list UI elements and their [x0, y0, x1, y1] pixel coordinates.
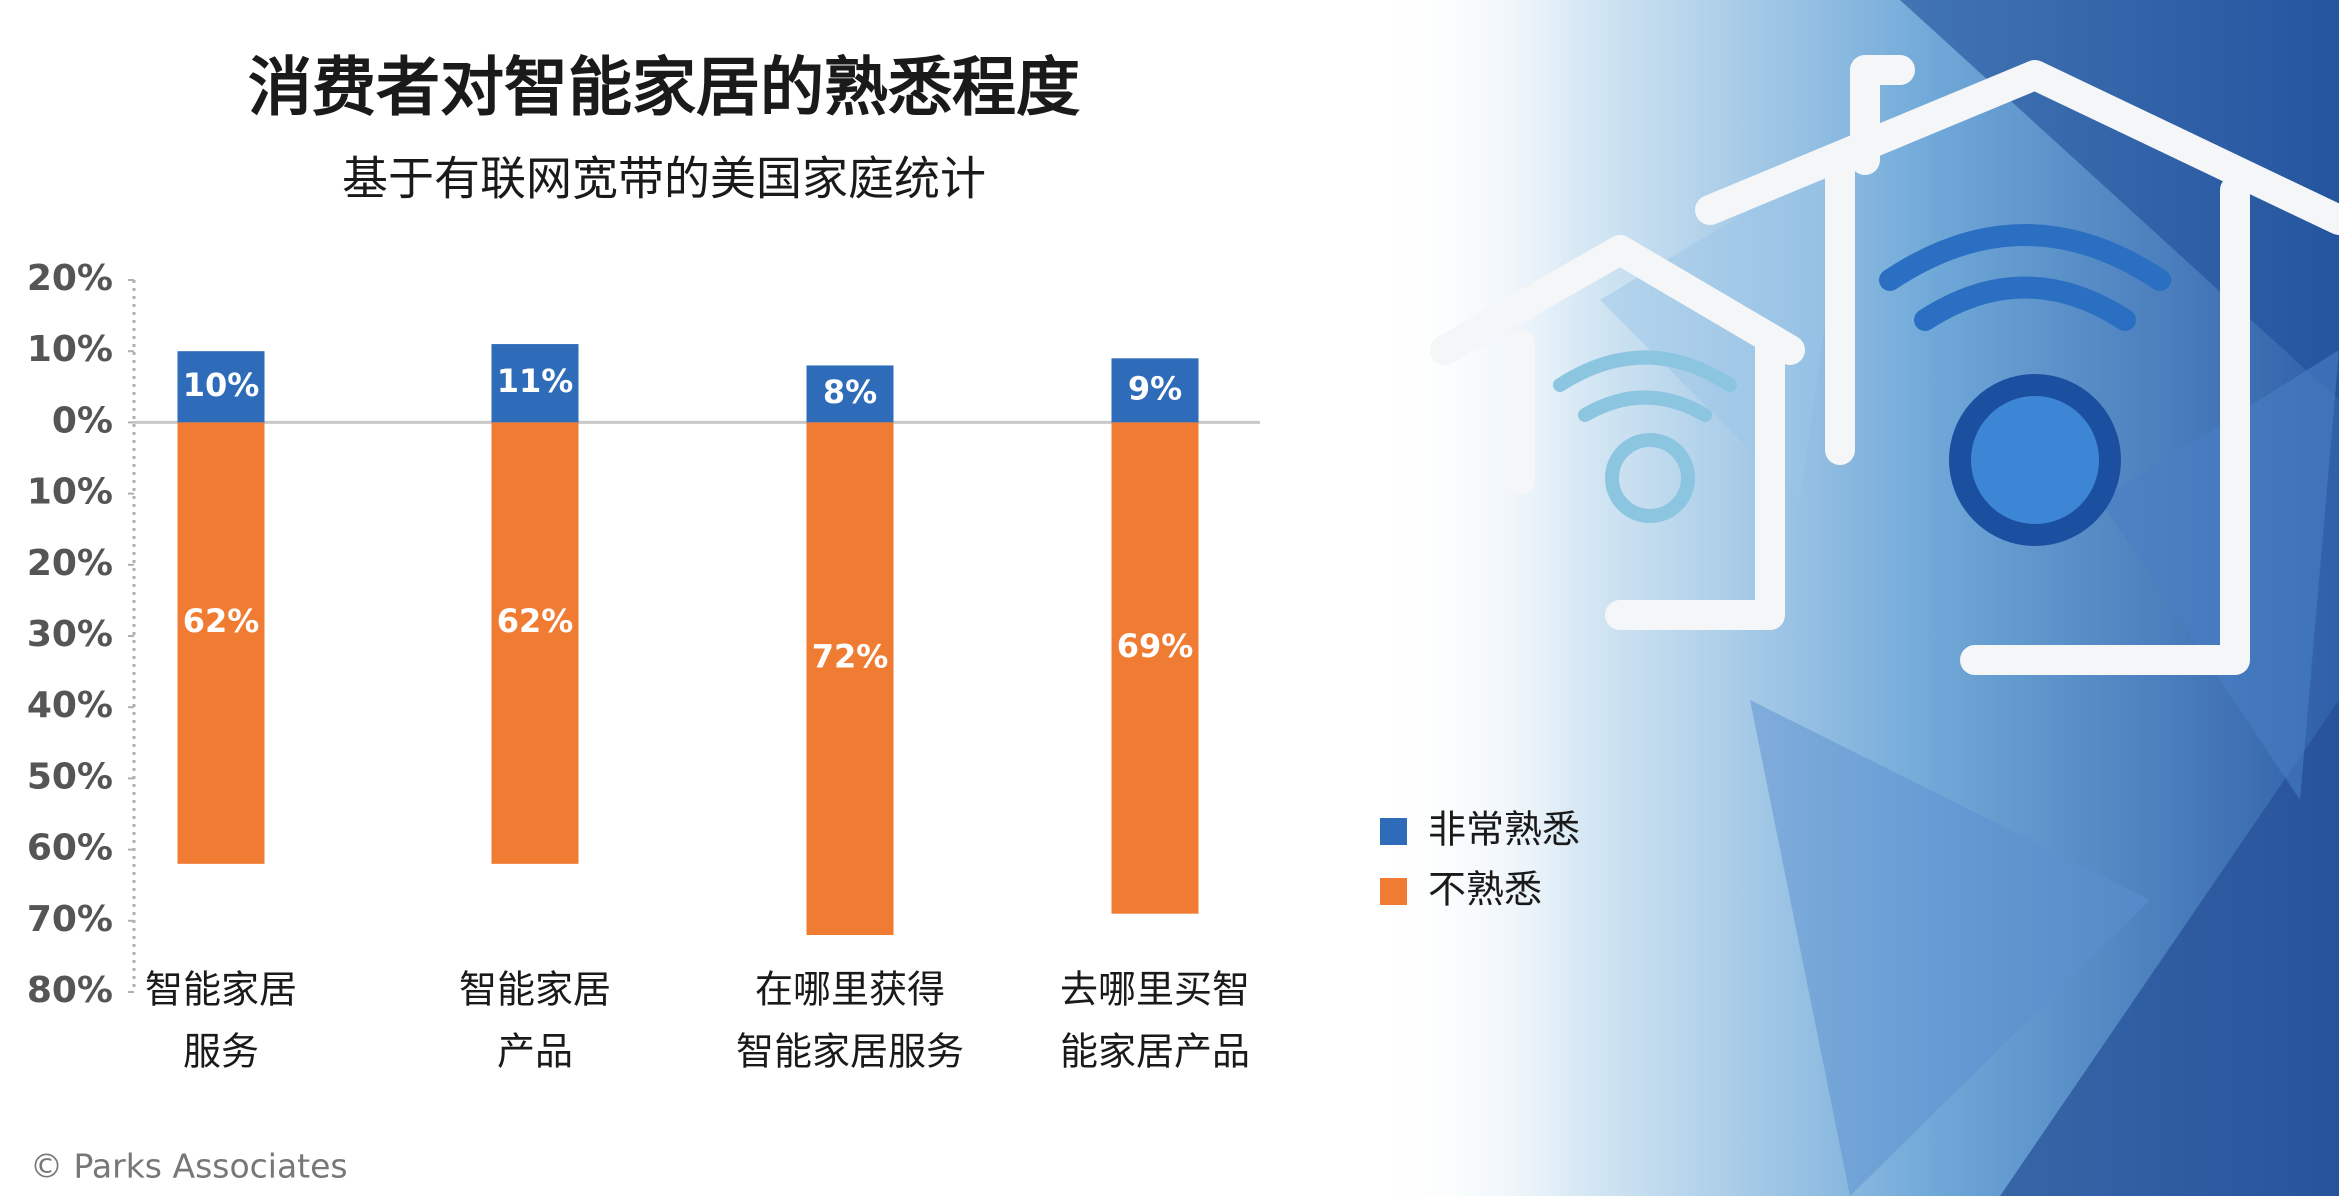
x-tick-label: 去哪里买智: [1060, 968, 1250, 1012]
legend-label: 不熟悉: [1428, 868, 1542, 912]
data-label: 72%: [812, 638, 889, 676]
x-tick-label: 智能家居: [145, 968, 297, 1012]
legend-swatch: [1380, 818, 1407, 845]
chart-title: 消费者对智能家居的熟悉程度: [248, 52, 1080, 126]
y-tick-label: 60%: [27, 828, 113, 869]
bar: [1111, 358, 1199, 423]
bar: [491, 344, 579, 423]
bar: [1111, 422, 1199, 914]
bar: [806, 422, 894, 936]
y-tick-label: 20%: [27, 543, 113, 584]
x-tick-label: 产品: [497, 1030, 573, 1074]
y-tick-label: 70%: [27, 899, 113, 940]
data-label: 62%: [497, 602, 574, 640]
chart-subtitle: 基于有联网宽带的美国家庭统计: [342, 152, 986, 206]
background-art: [1330, 0, 2339, 1196]
data-label: 69%: [1117, 627, 1194, 665]
x-tick-label: 在哪里获得: [755, 968, 945, 1012]
data-label: 11%: [497, 362, 574, 400]
bar: [177, 422, 265, 864]
x-tick-label: 智能家居服务: [736, 1030, 964, 1074]
y-tick-label: 50%: [27, 756, 113, 797]
x-tick-label: 能家居产品: [1060, 1030, 1250, 1074]
y-tick-label: 10%: [27, 472, 113, 513]
y-tick-label: 20%: [27, 258, 113, 299]
y-tick-label: 40%: [27, 685, 113, 726]
x-tick-label: 智能家居: [459, 968, 611, 1012]
bar: [491, 422, 579, 864]
source: © Parks Associates: [30, 1147, 348, 1186]
data-label: 62%: [183, 602, 260, 640]
y-tick-label: 10%: [27, 329, 113, 370]
y-tick-label: 30%: [27, 614, 113, 655]
bar: [806, 365, 894, 423]
y-tick-label: 0%: [52, 400, 113, 441]
legend-swatch: [1380, 878, 1407, 905]
x-tick-label: 服务: [183, 1030, 259, 1074]
y-tick-label: 80%: [27, 970, 113, 1011]
bar: [177, 351, 265, 423]
data-label: 10%: [183, 366, 260, 404]
legend-label: 非常熟悉: [1428, 808, 1580, 852]
data-label: 8%: [823, 373, 877, 411]
data-label: 9%: [1128, 369, 1182, 407]
